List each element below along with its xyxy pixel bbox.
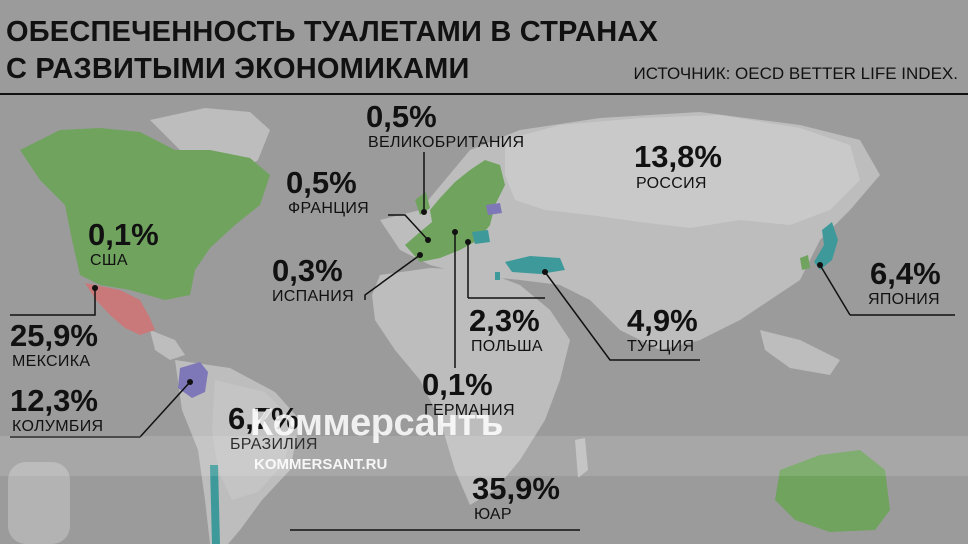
leader-japan-diag [819,264,851,316]
uk-value: 0,5% [366,99,437,134]
korea-shape [800,255,810,270]
japan-shape [814,222,838,270]
israel-shape [495,272,500,280]
mexico-value: 25,9% [10,318,98,353]
watermark-band [0,436,968,476]
north-america-shape [20,128,270,300]
turkey-shape [505,256,565,274]
se-asia-shape [760,330,840,375]
russia-label: РОССИЯ [636,175,707,192]
spain-value: 0,3% [272,253,343,288]
leader-france [388,214,429,241]
russia-value: 13,8% [634,139,722,174]
belarus-shape [486,203,502,215]
dot-germany [452,229,458,235]
brazil-value: 6,7% [228,401,299,436]
leader-mexico [10,288,96,316]
watermark-url: KOMMERSANT.RU [254,456,388,473]
leader-spain [364,254,421,300]
sar-label: ЮАР [474,506,512,523]
germany-value: 0,1% [422,367,493,402]
dot-colombia [187,379,193,385]
japan-value: 6,4% [870,256,941,291]
leader-turkey [544,271,700,361]
africa-shape [372,268,570,505]
colombia-value: 12,3% [10,383,98,418]
chile-shape [210,465,220,544]
poland-value: 2,3% [469,303,540,338]
colombia-label: КОЛУМБИЯ [12,418,104,435]
page-title-line2: С РАЗВИТЫМИ ЭКОНОМИКАМИ [6,53,470,85]
japan-label: ЯПОНИЯ [868,291,940,308]
poland-shape [472,230,490,244]
brazil-label: БРАЗИЛИЯ [230,436,318,453]
uk-shape [415,192,430,215]
dot-france [425,237,431,243]
header: ОБЕСПЕЧЕННОСТЬ ТУАЛЕТАМИ В СТРАНАХ С РАЗ… [0,0,968,96]
australia-shape [775,450,890,532]
leader-lines [10,152,955,531]
dot-spain [417,252,423,258]
madagascar-shape [575,438,588,478]
source-note: ИСТОЧНИК: OECD BETTER LIFE INDEX. [633,64,958,83]
spain-label: ИСПАНИЯ [272,288,354,305]
uk-label: ВЕЛИКОБРИТАНИЯ [368,134,525,151]
colombia-shape [178,362,208,398]
page-title: ОБЕСПЕЧЕННОСТЬ ТУАЛЕТАМИ В СТРАНАХ [6,16,659,48]
decor-shape [8,462,70,544]
header-divider [0,93,968,95]
usa-label: США [90,252,128,269]
leader-dots [92,209,823,385]
russia-shape [505,115,860,228]
dot-uk [421,209,427,215]
brazil-shape [212,380,292,500]
poland-label: ПОЛЬША [471,338,543,355]
turkey-label: ТУРЦИЯ [627,338,695,355]
turkey-value: 4,9% [627,303,698,338]
leader-colombia [10,381,191,438]
dot-japan [817,262,823,268]
usa-value: 0,1% [88,217,159,252]
central-america-shape [150,330,185,360]
dot-mexico [92,285,98,291]
mexico-label: МЕКСИКА [12,353,91,370]
dot-poland [465,239,471,245]
mexico-shape [85,283,155,335]
sar-value: 35,9% [472,471,560,506]
germany-label: ГЕРМАНИЯ [424,402,515,419]
watermark-logo: Коммерсантъ [250,402,503,444]
france-label: ФРАНЦИЯ [288,200,369,217]
world-map [8,108,955,544]
france-value: 0,5% [286,165,357,200]
dot-turkey [542,269,548,275]
